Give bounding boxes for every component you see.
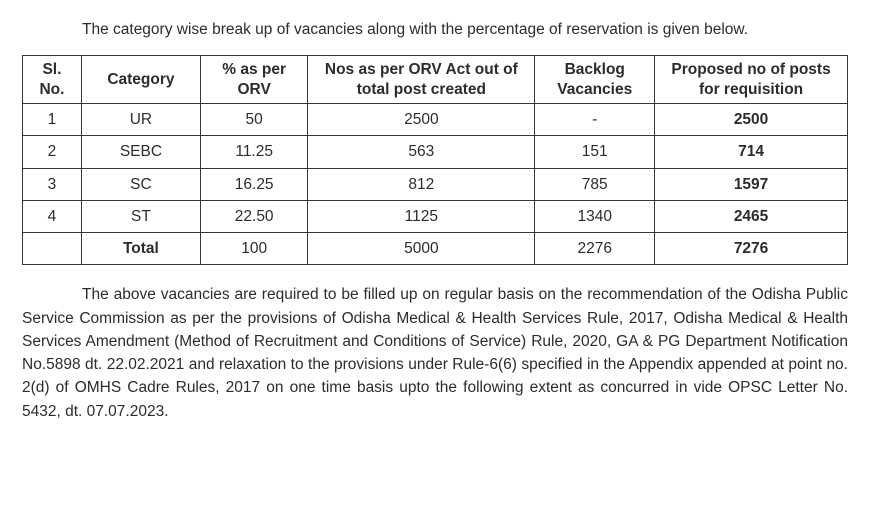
table-row: 2 SEBC 11.25 563 151 714 [23, 136, 848, 168]
total-row: Total 100 5000 2276 7276 [23, 233, 848, 265]
cell-proposed: 2465 [655, 200, 848, 232]
cell-backlog: 151 [535, 136, 655, 168]
cell-backlog: 2276 [535, 233, 655, 265]
cell-category: SEBC [81, 136, 200, 168]
cell-category: Total [81, 233, 200, 265]
header-nos: Nos as per ORV Act out of total post cre… [308, 56, 535, 104]
cell-sl: 2 [23, 136, 82, 168]
cell-backlog: 785 [535, 168, 655, 200]
cell-sl: 4 [23, 200, 82, 232]
vacancy-table: Sl. No. Category % as per ORV Nos as per… [22, 55, 848, 265]
intro-paragraph: The category wise break up of vacancies … [22, 18, 848, 41]
header-pct: % as per ORV [200, 56, 307, 104]
details-paragraph: The above vacancies are required to be f… [22, 283, 848, 423]
header-category: Category [81, 56, 200, 104]
cell-category: ST [81, 200, 200, 232]
cell-pct: 100 [200, 233, 307, 265]
table-row: 1 UR 50 2500 - 2500 [23, 104, 848, 136]
header-row: Sl. No. Category % as per ORV Nos as per… [23, 56, 848, 104]
cell-nos: 563 [308, 136, 535, 168]
cell-sl: 3 [23, 168, 82, 200]
cell-pct: 16.25 [200, 168, 307, 200]
intro-text: The category wise break up of vacancies … [82, 21, 748, 38]
table-row: 4 ST 22.50 1125 1340 2465 [23, 200, 848, 232]
cell-sl [23, 233, 82, 265]
cell-nos: 5000 [308, 233, 535, 265]
cell-sl: 1 [23, 104, 82, 136]
header-backlog: Backlog Vacancies [535, 56, 655, 104]
cell-proposed: 7276 [655, 233, 848, 265]
header-proposed: Proposed no of posts for requisition [655, 56, 848, 104]
cell-nos: 812 [308, 168, 535, 200]
cell-proposed: 1597 [655, 168, 848, 200]
cell-category: SC [81, 168, 200, 200]
cell-backlog: - [535, 104, 655, 136]
cell-pct: 22.50 [200, 200, 307, 232]
details-text: The above vacancies are required to be f… [22, 286, 848, 419]
cell-nos: 1125 [308, 200, 535, 232]
header-sl: Sl. No. [23, 56, 82, 104]
cell-pct: 11.25 [200, 136, 307, 168]
cell-pct: 50 [200, 104, 307, 136]
cell-proposed: 714 [655, 136, 848, 168]
cell-backlog: 1340 [535, 200, 655, 232]
cell-proposed: 2500 [655, 104, 848, 136]
cell-category: UR [81, 104, 200, 136]
table-row: 3 SC 16.25 812 785 1597 [23, 168, 848, 200]
cell-nos: 2500 [308, 104, 535, 136]
